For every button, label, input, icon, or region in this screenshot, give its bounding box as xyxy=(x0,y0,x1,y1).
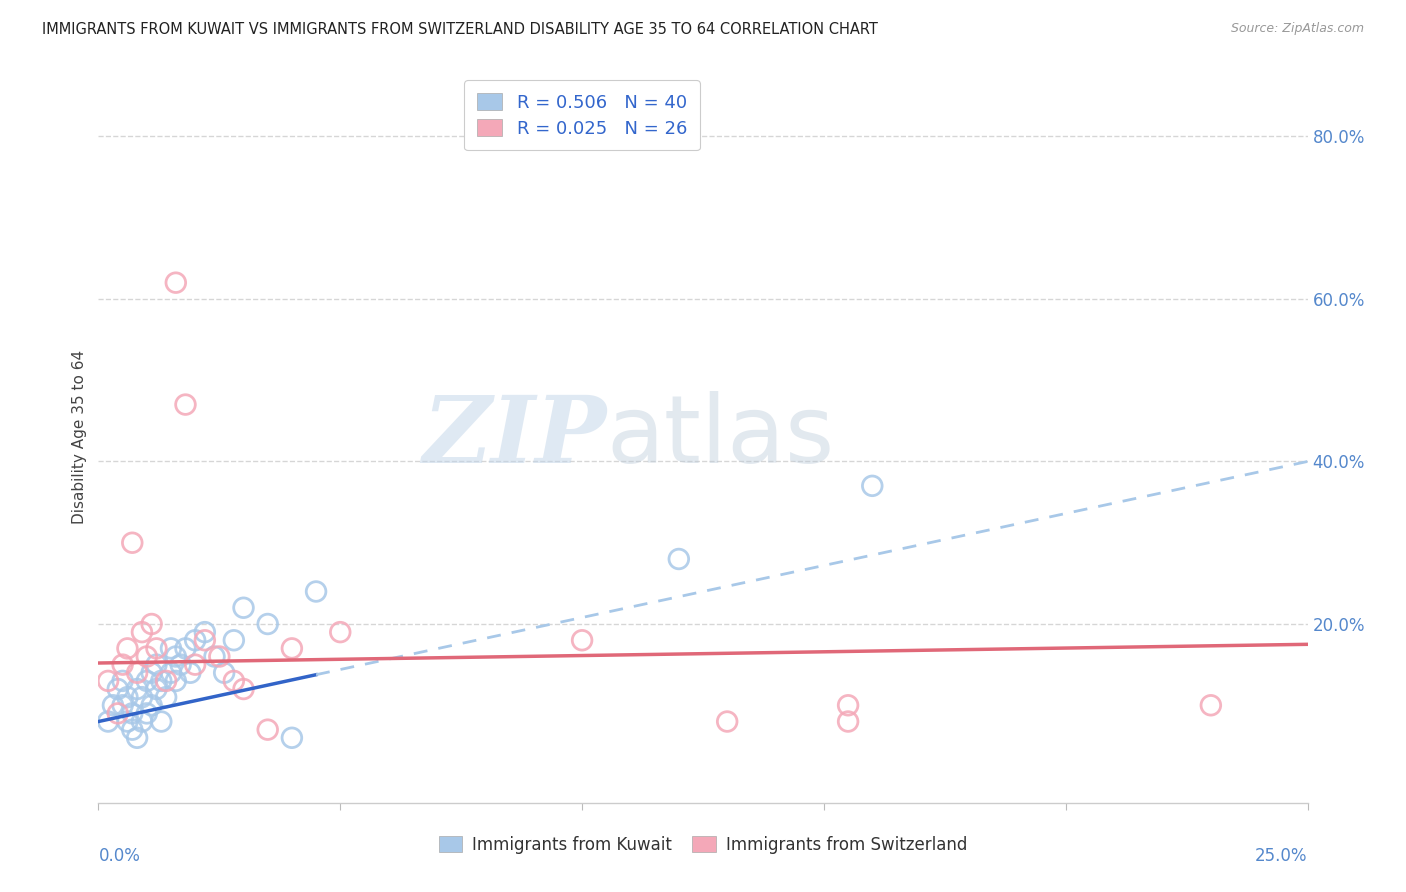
Point xyxy=(281,731,304,745)
Point xyxy=(212,665,235,680)
Point xyxy=(117,690,139,705)
Point xyxy=(97,673,120,688)
Point xyxy=(131,625,153,640)
Point xyxy=(141,698,163,713)
Point xyxy=(194,625,217,640)
Point xyxy=(165,673,187,688)
Point xyxy=(150,714,173,729)
Text: IMMIGRANTS FROM KUWAIT VS IMMIGRANTS FROM SWITZERLAND DISABILITY AGE 35 TO 64 CO: IMMIGRANTS FROM KUWAIT VS IMMIGRANTS FRO… xyxy=(42,22,879,37)
Point xyxy=(145,681,167,696)
Point xyxy=(169,657,191,672)
Point xyxy=(860,479,883,493)
Point xyxy=(165,276,187,290)
Point xyxy=(131,714,153,729)
Point xyxy=(111,673,134,688)
Point xyxy=(135,706,157,721)
Point xyxy=(716,714,738,729)
Text: ZIP: ZIP xyxy=(422,392,606,482)
Point xyxy=(145,657,167,672)
Point xyxy=(107,706,129,721)
Point xyxy=(155,673,177,688)
Point xyxy=(111,698,134,713)
Point xyxy=(222,633,245,648)
Point xyxy=(155,690,177,705)
Point xyxy=(305,584,328,599)
Point xyxy=(571,633,593,648)
Point xyxy=(127,681,149,696)
Point xyxy=(111,657,134,672)
Point xyxy=(281,641,304,656)
Point xyxy=(121,723,143,737)
Point xyxy=(194,633,217,648)
Point xyxy=(160,665,183,680)
Point xyxy=(117,641,139,656)
Legend: Immigrants from Kuwait, Immigrants from Switzerland: Immigrants from Kuwait, Immigrants from … xyxy=(433,829,973,860)
Point xyxy=(97,714,120,729)
Point xyxy=(117,714,139,729)
Point xyxy=(145,641,167,656)
Point xyxy=(208,649,231,664)
Point xyxy=(127,665,149,680)
Point xyxy=(256,723,278,737)
Point xyxy=(141,665,163,680)
Point xyxy=(150,673,173,688)
Point xyxy=(131,690,153,705)
Point xyxy=(174,398,197,412)
Point xyxy=(184,657,207,672)
Point xyxy=(837,714,859,729)
Point xyxy=(160,641,183,656)
Point xyxy=(179,665,201,680)
Point xyxy=(204,649,226,664)
Point xyxy=(222,673,245,688)
Point xyxy=(329,625,352,640)
Text: 25.0%: 25.0% xyxy=(1256,847,1308,865)
Point xyxy=(232,600,254,615)
Point xyxy=(184,633,207,648)
Point xyxy=(141,617,163,632)
Point xyxy=(135,673,157,688)
Point xyxy=(121,535,143,549)
Point xyxy=(174,641,197,656)
Point xyxy=(232,681,254,696)
Point xyxy=(101,698,124,713)
Point xyxy=(1199,698,1222,713)
Text: 0.0%: 0.0% xyxy=(98,847,141,865)
Point xyxy=(256,617,278,632)
Point xyxy=(668,552,690,566)
Point xyxy=(121,706,143,721)
Text: atlas: atlas xyxy=(606,391,835,483)
Point xyxy=(107,681,129,696)
Point xyxy=(837,698,859,713)
Point xyxy=(165,649,187,664)
Y-axis label: Disability Age 35 to 64: Disability Age 35 to 64 xyxy=(72,350,87,524)
Text: Source: ZipAtlas.com: Source: ZipAtlas.com xyxy=(1230,22,1364,36)
Point xyxy=(135,649,157,664)
Point xyxy=(127,731,149,745)
